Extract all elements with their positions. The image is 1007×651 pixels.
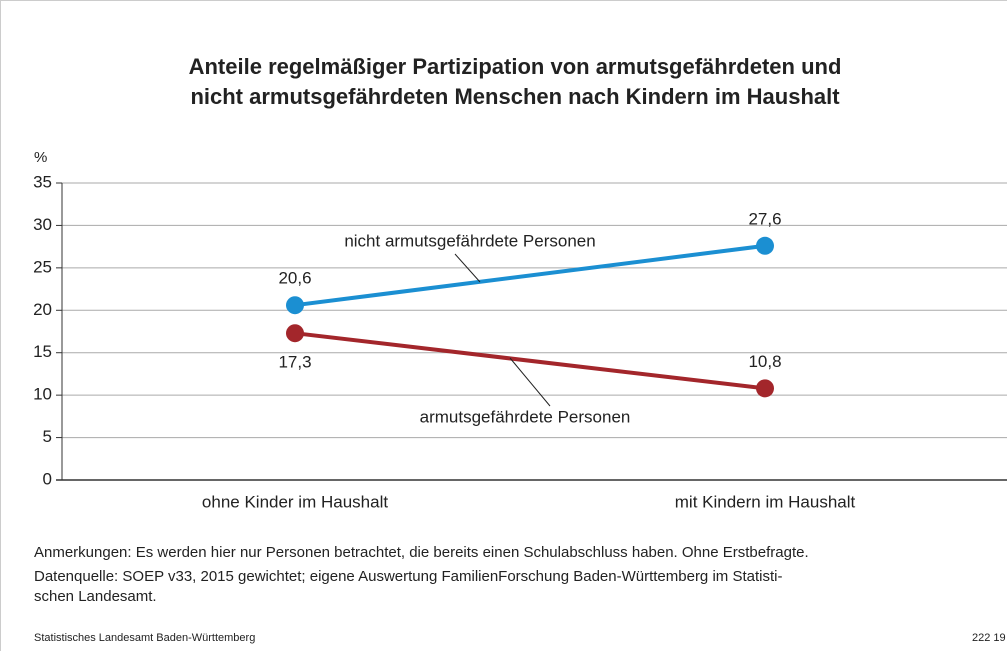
note: Anmerkungen: Es werden hier nur Personen… (34, 544, 809, 561)
series-name: nicht armutsgefährdete Personen (344, 231, 595, 250)
series-line (294, 331, 766, 391)
series-line (294, 243, 766, 308)
source: Statistisches Landesamt Baden-Württember… (34, 632, 255, 644)
y-tick-label: 10 (33, 385, 52, 404)
point (286, 324, 304, 343)
y-tick-label: 5 (43, 427, 52, 446)
y-tick-label: 25 (33, 257, 52, 276)
x-tick-label: ohne Kinder im Haushalt (202, 492, 388, 511)
chart-title: Anteile regelmäßiger Partizipation von a… (189, 54, 842, 79)
y-tick-label: 20 (33, 300, 52, 319)
x-tick-label: mit Kindern im Haushalt (675, 492, 856, 511)
note: schen Landesamt. (34, 588, 157, 605)
data-label: 10,8 (748, 352, 781, 371)
chart-title: nicht armutsgefährdeten Menschen nach Ki… (190, 84, 840, 109)
y-tick-label: 35 (33, 172, 52, 191)
code: 222 19 (972, 632, 1006, 644)
data-label: 17,3 (278, 353, 311, 372)
point (286, 296, 304, 315)
note: Datenquelle: SOEP v33, 2015 gewichtet; e… (34, 568, 782, 585)
data-label: 20,6 (278, 269, 311, 288)
y-tick-label: 15 (33, 342, 52, 361)
y-axis-label: % (34, 149, 47, 166)
series-name: armutsgefährdete Personen (420, 407, 631, 426)
y-tick-label: 30 (33, 215, 52, 234)
point (756, 236, 774, 255)
leader-line (509, 357, 551, 407)
y-tick-label: 0 (43, 469, 52, 488)
data-label: 27,6 (748, 209, 781, 228)
point (756, 379, 774, 398)
leader-line (454, 253, 481, 283)
